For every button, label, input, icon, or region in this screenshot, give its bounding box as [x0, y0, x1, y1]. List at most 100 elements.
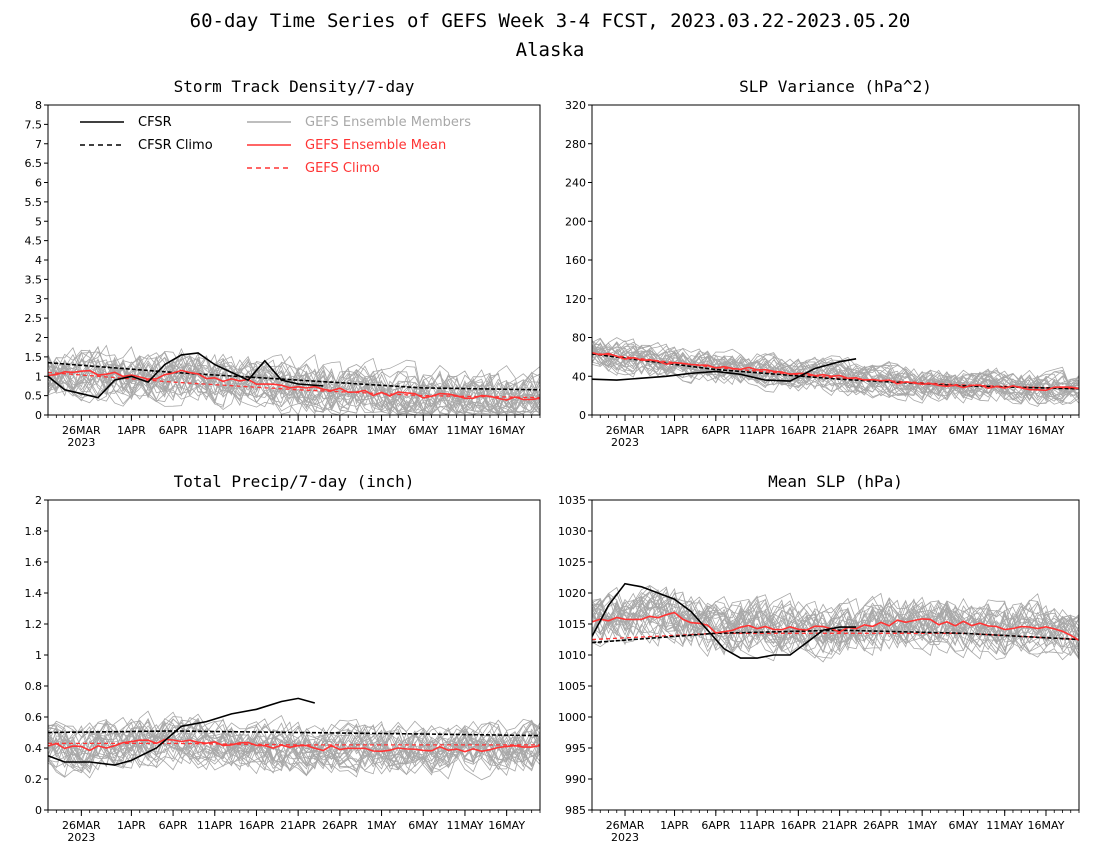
plot-area	[48, 344, 540, 415]
ensemble-member-line	[592, 599, 1079, 660]
ensemble-member-line	[48, 722, 540, 774]
plot-area	[592, 582, 1079, 663]
ensemble-member-line	[592, 345, 1079, 402]
y-tick-label: 2	[35, 494, 42, 507]
x-year-label: 2023	[67, 831, 95, 844]
ensemble-member-line	[48, 355, 540, 415]
y-tick-label: 1	[35, 370, 42, 383]
ensemble-member-line	[592, 343, 1079, 402]
y-tick-label: 0	[35, 409, 42, 422]
y-tick-label: 0.4	[25, 742, 43, 755]
ensemble-member-line	[592, 354, 1079, 404]
x-tick-label: 21APR	[822, 819, 858, 832]
y-tick-label: 6.5	[25, 157, 43, 170]
ensemble-mean-line	[48, 369, 540, 401]
plot-area	[48, 697, 540, 781]
ensemble-member-line	[48, 718, 540, 769]
ensemble-member-line	[48, 346, 540, 415]
x-tick-label: 11APR	[197, 819, 233, 832]
x-tick-label: 16APR	[780, 424, 816, 437]
x-tick-label: 11MAY	[986, 424, 1023, 437]
x-tick-label: 21APR	[822, 424, 858, 437]
y-tick-label: 5.5	[25, 196, 43, 209]
x-tick-label: 26APR	[863, 819, 899, 832]
x-tick-label: 1MAY	[907, 424, 937, 437]
ensemble-member-line	[592, 595, 1079, 659]
x-tick-label: 1MAY	[907, 819, 937, 832]
y-tick-label: 3.5	[25, 273, 43, 286]
y-tick-label: 3	[35, 293, 42, 306]
y-tick-label: 200	[565, 215, 586, 228]
x-tick-label: 16MAY	[1028, 819, 1065, 832]
panel-1: Storm Track Density/7-day 0 0.5 1 1.5 2 2.5 3 3.…	[25, 77, 541, 449]
y-tick-label: 40	[572, 370, 586, 383]
y-tick-label: 985	[565, 804, 586, 817]
plot-area	[592, 337, 1079, 407]
panel-title: SLP Variance (hPa^2)	[739, 77, 932, 96]
y-tick-label: 2	[35, 332, 42, 345]
legend-members-label: GEFS Ensemble Members	[305, 115, 471, 130]
ensemble-member-line	[592, 598, 1079, 653]
x-tick-label: 6MAY	[948, 819, 978, 832]
ensemble-member-line	[592, 587, 1079, 658]
ensemble-member-line	[592, 347, 1079, 405]
x-tick-label: 26APR	[322, 819, 358, 832]
y-tick-label: 320	[565, 99, 586, 112]
legend-cfsr-climo-label: CFSR Climo	[138, 138, 213, 153]
legend: CFSR CFSR Climo GEFS Ensemble Members GEFS …	[80, 115, 471, 176]
x-tick-label: 26APR	[322, 424, 358, 437]
y-tick-label: 8	[35, 99, 42, 112]
x-tick-label: 26APR	[863, 424, 899, 437]
cfsr-line	[48, 697, 316, 766]
ensemble-member-line	[48, 355, 540, 415]
x-tick-label: 11APR	[197, 424, 233, 437]
x-tick-label: 11APR	[739, 819, 775, 832]
y-tick-label: 80	[572, 332, 586, 345]
legend-gefs-climo-label: GEFS Climo	[305, 161, 380, 176]
gefs-climo-line	[592, 632, 1079, 641]
x-tick-label: 6MAY	[408, 819, 438, 832]
legend-ens-mean-label: GEFS Ensemble Mean	[305, 138, 446, 153]
y-tick-label: 1010	[558, 649, 586, 662]
ensemble-member-line	[48, 718, 540, 777]
x-tick-label: 6APR	[159, 424, 188, 437]
ensemble-mean-line	[48, 738, 540, 753]
x-year-label: 2023	[611, 436, 639, 449]
panel-2: SLP Variance (hPa^2) 0 40 80 120 160 200 240 280…	[565, 77, 1080, 449]
x-tick-label: 16MAY	[1028, 424, 1065, 437]
x-tick-label: 16MAY	[488, 424, 525, 437]
ensemble-member-line	[48, 350, 540, 415]
x-tick-label: 26MAR	[606, 424, 645, 437]
y-tick-label: 4	[35, 254, 42, 267]
y-tick-label: 7	[35, 138, 42, 151]
panel-4: Mean SLP (hPa) 985 990 995 1000 1005 1010 1015 1…	[558, 472, 1080, 844]
y-tick-label: 120	[565, 293, 586, 306]
x-tick-label: 21APR	[280, 424, 316, 437]
x-tick-label: 6MAY	[948, 424, 978, 437]
legend-cfsr-label: CFSR	[138, 115, 172, 130]
y-tick-label: 1025	[558, 556, 586, 569]
y-tick-label: 1.2	[25, 618, 43, 631]
x-tick-label: 21APR	[280, 819, 316, 832]
ensemble-mean-line	[592, 352, 1079, 392]
y-tick-label: 0	[579, 409, 586, 422]
x-tick-label: 26MAR	[606, 819, 645, 832]
ensemble-member-line	[48, 354, 540, 414]
y-tick-label: 1.6	[25, 556, 43, 569]
x-tick-label: 6APR	[701, 819, 730, 832]
y-tick-label: 0.5	[25, 390, 43, 403]
x-tick-label: 16APR	[780, 819, 816, 832]
main-subtitle: Alaska	[516, 39, 585, 61]
ensemble-member-line	[48, 720, 540, 775]
cfsr-line	[592, 582, 857, 659]
y-tick-label: 5	[35, 215, 42, 228]
y-tick-label: 7.5	[25, 118, 43, 131]
y-tick-label: 4.5	[25, 235, 43, 248]
x-tick-label: 1MAY	[367, 424, 397, 437]
cfsr-climo-line	[48, 730, 540, 737]
cfsr-climo-line	[48, 361, 540, 391]
x-tick-label: 26MAR	[62, 819, 101, 832]
ensemble-member-line	[48, 352, 540, 415]
y-tick-label: 2.5	[25, 312, 43, 325]
